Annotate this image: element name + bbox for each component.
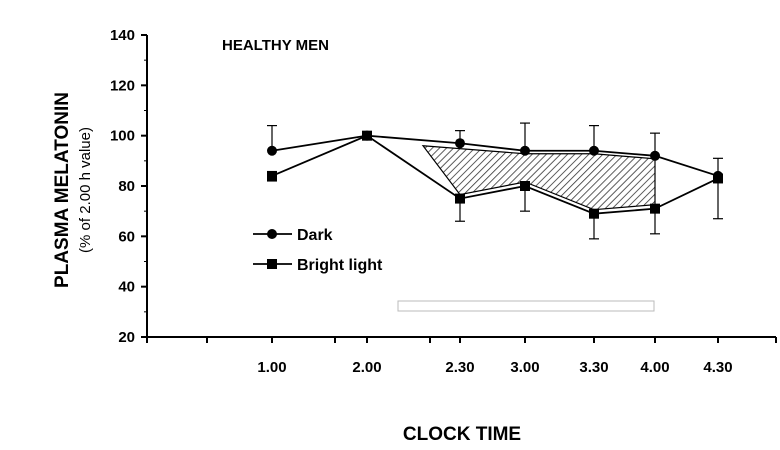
legend-marker bbox=[267, 229, 277, 239]
x-tick-label: 3.00 bbox=[510, 359, 539, 376]
legend-label: Dark bbox=[297, 227, 333, 244]
data-point bbox=[589, 208, 599, 219]
y-tick-label: 120 bbox=[110, 77, 135, 94]
series-bright-light bbox=[267, 130, 723, 240]
data-point bbox=[650, 150, 660, 161]
legend-label: Bright light bbox=[297, 257, 383, 274]
data-point bbox=[520, 181, 530, 191]
y-tick-label: 100 bbox=[110, 128, 135, 145]
y-axis-label: PLASMA MELATONIN bbox=[52, 92, 73, 288]
data-point bbox=[589, 145, 599, 156]
data-point bbox=[713, 173, 723, 184]
data-point bbox=[455, 138, 465, 149]
chart-title: HEALTHY MEN bbox=[222, 37, 329, 54]
data-point bbox=[455, 193, 465, 204]
bright-light-exposure-bar bbox=[397, 300, 655, 312]
y-tick-label: 60 bbox=[118, 228, 135, 245]
legend-item: Bright light bbox=[253, 257, 383, 274]
y-axis-sublabel: (% of 2.00 h value) bbox=[77, 127, 94, 253]
series-layer bbox=[267, 122, 723, 240]
x-tick-label: 2.30 bbox=[445, 359, 474, 376]
y-tick-label: 40 bbox=[118, 279, 135, 296]
data-point bbox=[520, 145, 530, 156]
y-tick-label: 140 bbox=[110, 27, 135, 44]
y-tick-label: 80 bbox=[118, 178, 135, 195]
x-tick-label: 4.30 bbox=[703, 359, 732, 376]
y-tick-label: 20 bbox=[118, 329, 135, 346]
x-tick-label: 4.00 bbox=[640, 359, 669, 376]
x-axis-label: CLOCK TIME bbox=[403, 424, 521, 445]
x-tick-label: 3.30 bbox=[579, 359, 608, 376]
data-point bbox=[362, 130, 372, 141]
data-point bbox=[267, 170, 277, 181]
x-tick-label: 2.00 bbox=[352, 359, 381, 376]
data-point bbox=[267, 145, 277, 156]
legend-item: Dark bbox=[253, 227, 333, 244]
x-tick-label: 1.00 bbox=[257, 359, 286, 376]
legend-marker bbox=[267, 259, 277, 269]
legend: Dark Bright light bbox=[253, 227, 383, 274]
data-point bbox=[650, 203, 660, 214]
axes: 20 40 60 80 100 120 140 1.00 2.00 2.30 3.00 3.30 4.0… bbox=[110, 27, 777, 376]
